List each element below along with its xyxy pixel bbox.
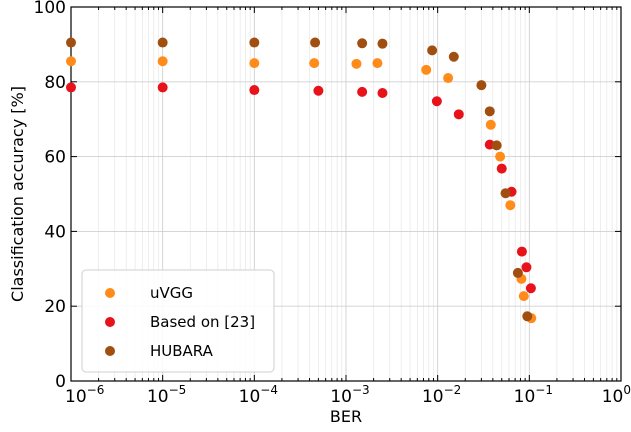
point-based-on-23 xyxy=(521,262,532,273)
point-uvgg xyxy=(372,58,383,69)
point-hubara xyxy=(66,37,76,48)
x-tick-label: 10−4 xyxy=(239,383,278,407)
legend-label-based-on-23: Based on [23] xyxy=(150,313,255,331)
legend-marker-based-on-23 xyxy=(105,317,115,327)
point-hubara xyxy=(512,267,523,278)
point-hubara xyxy=(249,37,260,48)
y-tick-label: 20 xyxy=(44,297,66,317)
point-based-on-23 xyxy=(357,86,368,97)
point-hubara xyxy=(522,311,533,322)
y-tick-label: 0 xyxy=(55,372,66,392)
x-axis-label: BER xyxy=(330,407,362,426)
point-based-on-23 xyxy=(377,88,388,99)
y-tick-label: 100 xyxy=(34,0,66,18)
point-based-on-23 xyxy=(66,82,76,93)
point-hubara xyxy=(157,37,168,48)
point-hubara xyxy=(500,188,511,199)
legend-box xyxy=(81,269,275,373)
point-uvgg xyxy=(157,56,168,67)
data-points xyxy=(66,37,537,324)
point-based-on-23 xyxy=(516,246,527,257)
y-tick-label: 80 xyxy=(44,73,66,93)
legend-marker-hubara xyxy=(105,346,115,356)
legend-marker-uvgg xyxy=(105,288,115,298)
y-tick-label: 40 xyxy=(44,222,66,242)
point-hubara xyxy=(357,38,368,49)
legend-label-uvgg: uVGG xyxy=(150,284,193,302)
x-tick-label: 10−3 xyxy=(330,383,369,407)
point-based-on-23 xyxy=(157,82,168,93)
tick-labels: 10−6 10−5 10−4 10−3 10−2 10−1 100 0 20 40 60 80 100 xyxy=(34,0,631,407)
plot-frame xyxy=(70,6,622,382)
point-based-on-23 xyxy=(453,109,464,120)
x-tick-label: 100 xyxy=(602,383,631,407)
point-uvgg xyxy=(495,151,506,162)
x-tick-label: 10−5 xyxy=(147,383,186,407)
point-uvgg xyxy=(66,56,76,67)
point-hubara xyxy=(310,37,321,48)
point-hubara xyxy=(484,106,495,117)
x-tick-label: 10−2 xyxy=(422,383,461,407)
point-uvgg xyxy=(485,119,496,130)
legend-label-hubara: HUBARA xyxy=(150,342,214,360)
y-tick-label: 60 xyxy=(44,148,66,168)
point-uvgg xyxy=(443,73,454,84)
point-based-on-23 xyxy=(249,85,260,96)
point-hubara xyxy=(427,45,438,56)
point-hubara xyxy=(476,80,487,91)
y-axis-label: Classification accuracy [%] xyxy=(8,86,27,302)
point-based-on-23 xyxy=(496,163,507,174)
point-uvgg xyxy=(518,291,529,302)
point-based-on-23 xyxy=(431,96,442,107)
point-uvgg xyxy=(421,64,432,75)
point-based-on-23 xyxy=(525,283,536,294)
point-uvgg xyxy=(309,58,320,69)
x-tick-label: 10−6 xyxy=(65,383,104,407)
x-tick-label: 10−1 xyxy=(514,383,553,407)
point-hubara xyxy=(448,51,459,62)
point-uvgg xyxy=(249,58,260,69)
point-hubara xyxy=(491,140,502,151)
point-uvgg xyxy=(351,58,362,69)
point-uvgg xyxy=(505,200,516,211)
legend: uVGG Based on [23] HUBARA xyxy=(81,269,275,373)
point-based-on-23 xyxy=(313,85,324,96)
point-hubara xyxy=(377,38,388,49)
